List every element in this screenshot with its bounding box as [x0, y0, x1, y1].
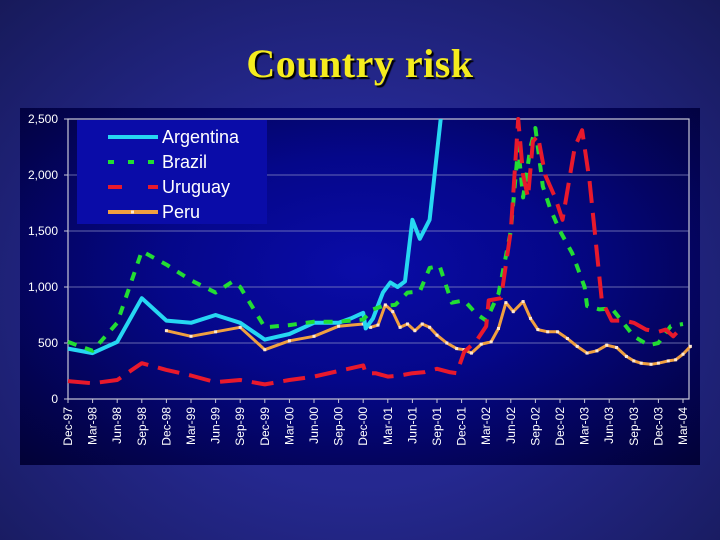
peru-marker: [287, 339, 291, 343]
peru-marker: [428, 325, 432, 329]
x-tick-label: Sep-00: [332, 407, 346, 446]
peru-marker: [469, 351, 473, 355]
x-tick-label: Mar-98: [86, 407, 100, 445]
peru-marker: [585, 351, 589, 355]
y-tick-label: 1,500: [28, 224, 58, 238]
peru-marker: [214, 330, 218, 334]
argentina-legend-label: Argentina: [162, 127, 240, 147]
peru-marker: [624, 354, 628, 358]
x-tick-label: Mar-02: [479, 407, 493, 445]
uruguay-line: [67, 117, 685, 387]
peru-legend-marker: [131, 210, 134, 214]
x-tick-label: Dec-99: [258, 407, 272, 446]
x-tick-label: Dec-01: [455, 407, 469, 446]
peru-marker: [337, 324, 341, 328]
peru-marker: [639, 361, 643, 365]
x-axis-ticks: Dec-97 Mar-98 Jun-98 Sep-98 Dec-98 Mar-99 Jun-…: [61, 399, 690, 446]
y-tick-label: 1,000: [28, 280, 58, 294]
x-tick-label: Mar-03: [578, 407, 592, 445]
peru-marker: [632, 359, 636, 363]
peru-marker: [528, 316, 532, 320]
x-tick-label: Sep-01: [430, 407, 444, 446]
peru-marker: [595, 349, 599, 353]
peru-marker: [681, 352, 685, 356]
peru-marker: [164, 329, 168, 333]
peru-marker: [312, 334, 316, 338]
peru-marker: [565, 337, 569, 341]
x-tick-label: Jun-98: [110, 407, 124, 444]
x-tick-label: Jun-03: [602, 407, 616, 444]
x-tick-label: Jun-01: [405, 407, 419, 444]
x-tick-label: Dec-97: [61, 407, 75, 446]
peru-marker: [556, 330, 560, 334]
peru-marker: [649, 362, 653, 366]
y-tick-label: 0: [51, 392, 58, 406]
y-tick-label: 2,000: [28, 168, 58, 182]
peru-marker: [666, 359, 670, 363]
y-tick-label: 2,500: [28, 112, 58, 126]
x-tick-label: Sep-98: [135, 407, 149, 446]
peru-marker: [479, 342, 483, 346]
peru-marker: [376, 323, 380, 327]
argentina-line: [67, 118, 443, 356]
peru-marker: [575, 344, 579, 348]
peru-marker: [605, 343, 609, 347]
x-tick-label: Jun-00: [307, 407, 321, 444]
x-tick-label: Jun-02: [504, 407, 518, 444]
peru-marker: [455, 347, 459, 351]
x-tick-label: Dec-02: [553, 407, 567, 446]
peru-marker: [405, 322, 409, 326]
x-tick-label: Mar-00: [282, 407, 296, 445]
peru-marker: [263, 348, 267, 352]
series-lines: [67, 117, 692, 387]
line-chart: 0 500 1,000 1,500 2,000 2,500 Dec-97 Mar-98 Jun…: [28, 112, 692, 446]
peru-marker: [369, 325, 373, 329]
peru-marker: [435, 333, 439, 337]
x-tick-label: Dec-03: [651, 407, 665, 446]
y-tick-label: 500: [38, 336, 58, 350]
peru-marker: [511, 310, 515, 314]
peru-marker: [489, 340, 493, 344]
peru-marker: [413, 329, 417, 333]
peru-marker: [656, 361, 660, 365]
peru-marker: [536, 328, 540, 332]
x-tick-label: Dec-00: [356, 407, 370, 446]
peru-marker: [504, 301, 508, 305]
y-axis-ticks: 0 500 1,000 1,500 2,000 2,500: [28, 112, 68, 406]
x-tick-label: Mar-01: [381, 407, 395, 445]
x-tick-label: Mar-99: [184, 407, 198, 445]
x-tick-label: Sep-99: [233, 407, 247, 446]
peru-marker: [674, 358, 678, 362]
brazil-legend-label: Brazil: [162, 152, 207, 172]
peru-legend-label: Peru: [162, 202, 200, 222]
peru-marker: [189, 334, 193, 338]
chart-legend: Argentina Brazil Uruguay Peru: [77, 120, 267, 224]
plot-frame: [67, 118, 690, 400]
slide-title: Country risk: [246, 41, 474, 86]
peru-marker: [398, 325, 402, 329]
peru-marker: [615, 345, 619, 349]
peru-marker: [238, 325, 242, 329]
peru-marker: [391, 310, 395, 314]
peru-marker: [497, 326, 500, 330]
peru-marker: [546, 330, 550, 334]
peru-marker: [521, 300, 525, 304]
peru-line: [166, 300, 692, 366]
x-tick-label: Mar-04: [676, 407, 690, 445]
peru-marker: [383, 303, 387, 307]
peru-marker: [688, 344, 692, 348]
x-tick-label: Sep-02: [528, 407, 542, 446]
x-tick-label: Sep-03: [627, 407, 641, 446]
uruguay-legend-label: Uruguay: [162, 177, 230, 197]
chart-panel: 0 500 1,000 1,500 2,000 2,500 Dec-97 Mar-98 Jun…: [20, 108, 700, 465]
x-tick-label: Dec-98: [159, 407, 173, 446]
peru-marker: [445, 341, 449, 345]
peru-marker: [420, 322, 424, 326]
x-tick-label: Jun-99: [209, 407, 223, 444]
